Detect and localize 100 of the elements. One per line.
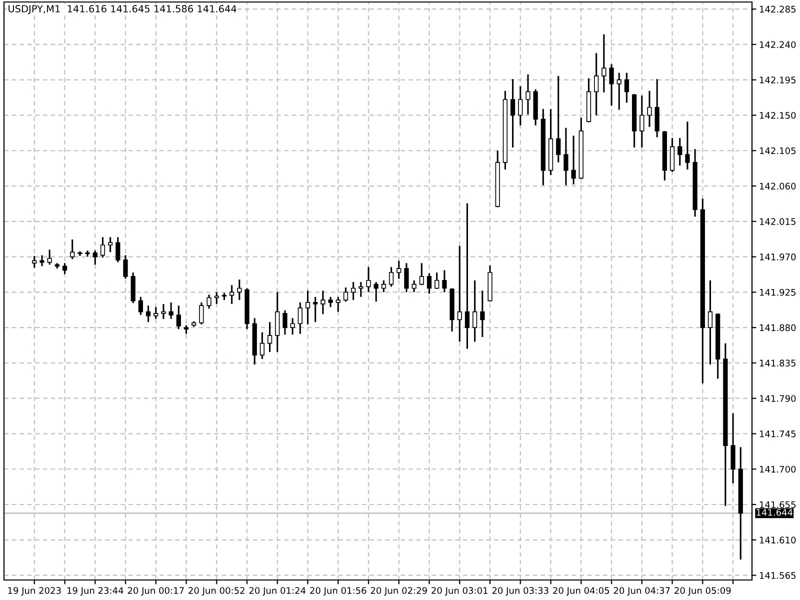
- candlestick: [47, 250, 52, 265]
- candlestick: [381, 280, 386, 292]
- y-tick-label: 141.970: [760, 254, 796, 260]
- y-tick-label: 141.700: [760, 466, 796, 473]
- candlestick: [730, 413, 736, 484]
- x-tick-label: 19 Jun 23:44: [67, 587, 124, 596]
- candlestick: [138, 296, 144, 315]
- candlestick: [161, 304, 166, 319]
- candlestick: [290, 318, 295, 335]
- y-tick-label: 142.240: [760, 41, 796, 48]
- x-tick-label: 20 Jun 01:56: [310, 587, 366, 596]
- x-tick-label: 20 Jun 04:37: [614, 587, 670, 596]
- candlestick: [32, 256, 37, 268]
- candlestick: [708, 280, 713, 365]
- y-tick-label: 142.015: [760, 218, 796, 225]
- candlestick: [594, 53, 599, 116]
- candlestick: [374, 282, 378, 302]
- candlestick: [222, 292, 227, 300]
- candlestick: [282, 310, 288, 335]
- candlestick: [472, 280, 478, 342]
- candlestick: [564, 128, 568, 186]
- candlestick: [404, 263, 409, 292]
- y-tick-label: 142.150: [760, 112, 796, 119]
- candlestick: [685, 122, 690, 170]
- candlestick: [640, 96, 644, 148]
- candlestick: [320, 290, 326, 314]
- candlestick: [556, 76, 561, 162]
- candlestick: [146, 306, 151, 322]
- candlestick: [616, 72, 622, 110]
- y-tick-label: 141.745: [760, 430, 796, 438]
- candlestick: [85, 250, 90, 257]
- candlestick: [518, 86, 523, 126]
- x-tick-label: 20 Jun 03:33: [492, 587, 548, 596]
- candlestick: [526, 74, 530, 114]
- candlestick: [92, 250, 98, 265]
- x-tick-label: 19 Jun 2023: [8, 587, 61, 596]
- candlestick: [267, 322, 272, 352]
- candlestick: [260, 332, 265, 359]
- ref-line-label: 141.644: [756, 508, 793, 516]
- y-tick-label: 141.565: [760, 572, 796, 579]
- y-tick-label: 142.105: [760, 147, 796, 154]
- candlestick: [609, 64, 614, 106]
- candlestick: [343, 287, 348, 302]
- candlestick: [305, 290, 310, 324]
- candlestick: [670, 138, 675, 172]
- y-tick-label: 141.880: [760, 324, 796, 332]
- candlestick: [100, 237, 106, 258]
- candlestick: [206, 294, 212, 309]
- candlestick: [480, 290, 485, 337]
- x-tick-label: 20 Jun 02:29: [370, 587, 427, 596]
- candlestick: [442, 270, 447, 292]
- candlestick: [654, 79, 660, 138]
- x-tick-label: 20 Jun 00:52: [188, 587, 244, 596]
- candlestick: [40, 255, 44, 266]
- candlestick: [396, 260, 402, 279]
- candlestick: [123, 255, 128, 279]
- x-tick-label: 20 Jun 05:09: [674, 587, 731, 596]
- candlestick: [426, 273, 432, 294]
- candlestick: [168, 302, 174, 319]
- y-tick-label: 141.790: [760, 395, 796, 402]
- candlestick: [336, 296, 340, 312]
- candlestick: [510, 79, 516, 148]
- candlestick: [351, 282, 356, 300]
- candlestick: [419, 263, 424, 286]
- x-tick-label: 20 Jun 01:24: [249, 587, 306, 596]
- candlestick: [678, 138, 682, 166]
- candlestick: [313, 296, 318, 322]
- y-tick-label: 141.835: [760, 360, 796, 367]
- chart-title: USDJPY,M1 141.616 141.645 141.586 141.644: [8, 5, 236, 14]
- candlestick: [602, 34, 606, 92]
- y-tick-label: 141.655: [760, 501, 796, 508]
- candlestick: [647, 90, 652, 128]
- candlestick: [457, 246, 462, 342]
- candlestick: [214, 292, 219, 304]
- candlestick: [571, 136, 576, 184]
- candlestick: [237, 280, 242, 300]
- x-tick-label: 20 Jun 04:05: [553, 587, 610, 596]
- candlestick: [199, 302, 204, 324]
- candlestick: [464, 203, 470, 349]
- y-tick-label: 142.195: [760, 76, 796, 84]
- x-tick-label: 20 Jun 03:01: [432, 587, 488, 596]
- y-tick-label: 141.925: [760, 288, 796, 296]
- candlestick: [624, 72, 630, 103]
- candlestick: [78, 251, 82, 256]
- candlestick: [412, 280, 416, 292]
- candlestick: [116, 237, 120, 262]
- candlestick: [62, 263, 68, 274]
- y-tick-label: 141.610: [760, 536, 796, 544]
- y-tick-label: 142.285: [760, 6, 796, 13]
- y-tick-label: 142.060: [760, 182, 796, 190]
- candlestick: [70, 240, 75, 260]
- candlestick: [434, 272, 440, 290]
- candlestick: [388, 267, 394, 287]
- candlestick: [154, 307, 158, 319]
- candlestick: [366, 267, 371, 292]
- candlestick: [298, 302, 302, 334]
- candlestick: [275, 292, 280, 352]
- candlestick: [108, 237, 113, 252]
- x-tick-label: 20 Jun 00:17: [128, 587, 184, 596]
- candlestick: [184, 325, 189, 334]
